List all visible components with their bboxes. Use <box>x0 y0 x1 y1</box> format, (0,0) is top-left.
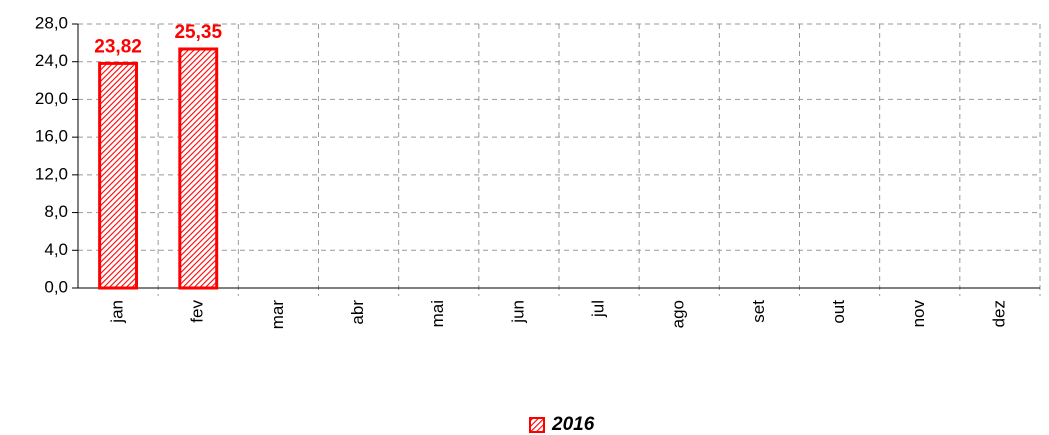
data-label: 23,82 <box>94 36 142 57</box>
y-tick-label: 12,0 <box>35 164 68 183</box>
bar <box>178 47 219 290</box>
y-tick-label: 24,0 <box>35 51 68 70</box>
x-tick-label: mar <box>268 300 287 330</box>
legend-swatch <box>529 417 545 433</box>
x-tick-label: ago <box>669 300 688 328</box>
x-tick-label: dez <box>989 300 1008 327</box>
x-tick-label: out <box>829 300 848 324</box>
bar <box>98 61 139 290</box>
y-tick-label: 28,0 <box>35 13 68 32</box>
y-tick-label: 20,0 <box>35 89 68 108</box>
data-label: 25,35 <box>174 22 222 43</box>
x-tick-label: jul <box>589 300 608 318</box>
x-tick-label: jun <box>508 300 527 324</box>
x-tick-label: abr <box>348 300 367 325</box>
x-tick-label: nov <box>909 300 928 328</box>
x-tick-label: jan <box>108 300 127 324</box>
x-tick-label: fev <box>188 300 207 323</box>
x-tick-label: set <box>749 300 768 323</box>
legend-label: 2016 <box>551 414 595 435</box>
x-tick-label: mai <box>428 300 447 327</box>
y-tick-label: 4,0 <box>44 240 68 259</box>
y-tick-label: 16,0 <box>35 127 68 146</box>
y-tick-label: 8,0 <box>44 202 68 221</box>
y-tick-label: 0,0 <box>44 277 68 296</box>
